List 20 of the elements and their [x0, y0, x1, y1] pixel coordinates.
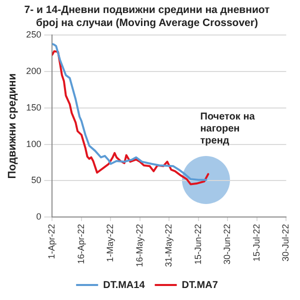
x-tick-label: 15-Jun-22	[192, 224, 203, 265]
y-tick-label: 100	[26, 138, 42, 149]
y-tick-label: 0	[36, 211, 42, 222]
y-tick-label: 150	[26, 102, 42, 112]
y-axis-title: Подвижни средини	[6, 73, 19, 179]
y-tick-label: 50	[31, 175, 42, 186]
x-tick-label: 30-Jul-22	[280, 224, 291, 262]
x-tick-label: 31-May-22	[164, 224, 174, 268]
x-tick-label: 15-Jul-22	[251, 224, 262, 262]
x-tick-label: 1-Apr-22	[46, 224, 57, 259]
legend-label: DT.MA14	[103, 280, 146, 291]
x-tick-label: 1-May-22	[105, 224, 116, 262]
chart-title: 7- и 14-Дневни подвижни средини на дневниот број на случаи (Moving Average Crossover)	[24, 4, 270, 29]
legend-label: DT.MA7	[182, 280, 218, 291]
x-tick-label: 30-Jun-22	[222, 224, 232, 265]
x-tick-label: 16-May-22	[134, 224, 144, 268]
y-tick-label: 200	[26, 66, 42, 76]
annotation: Почеток на нагорен тренд	[200, 112, 256, 147]
x-tick-label: 16-Apr-22	[76, 224, 86, 264]
y-tick-label: 250	[26, 30, 42, 40]
